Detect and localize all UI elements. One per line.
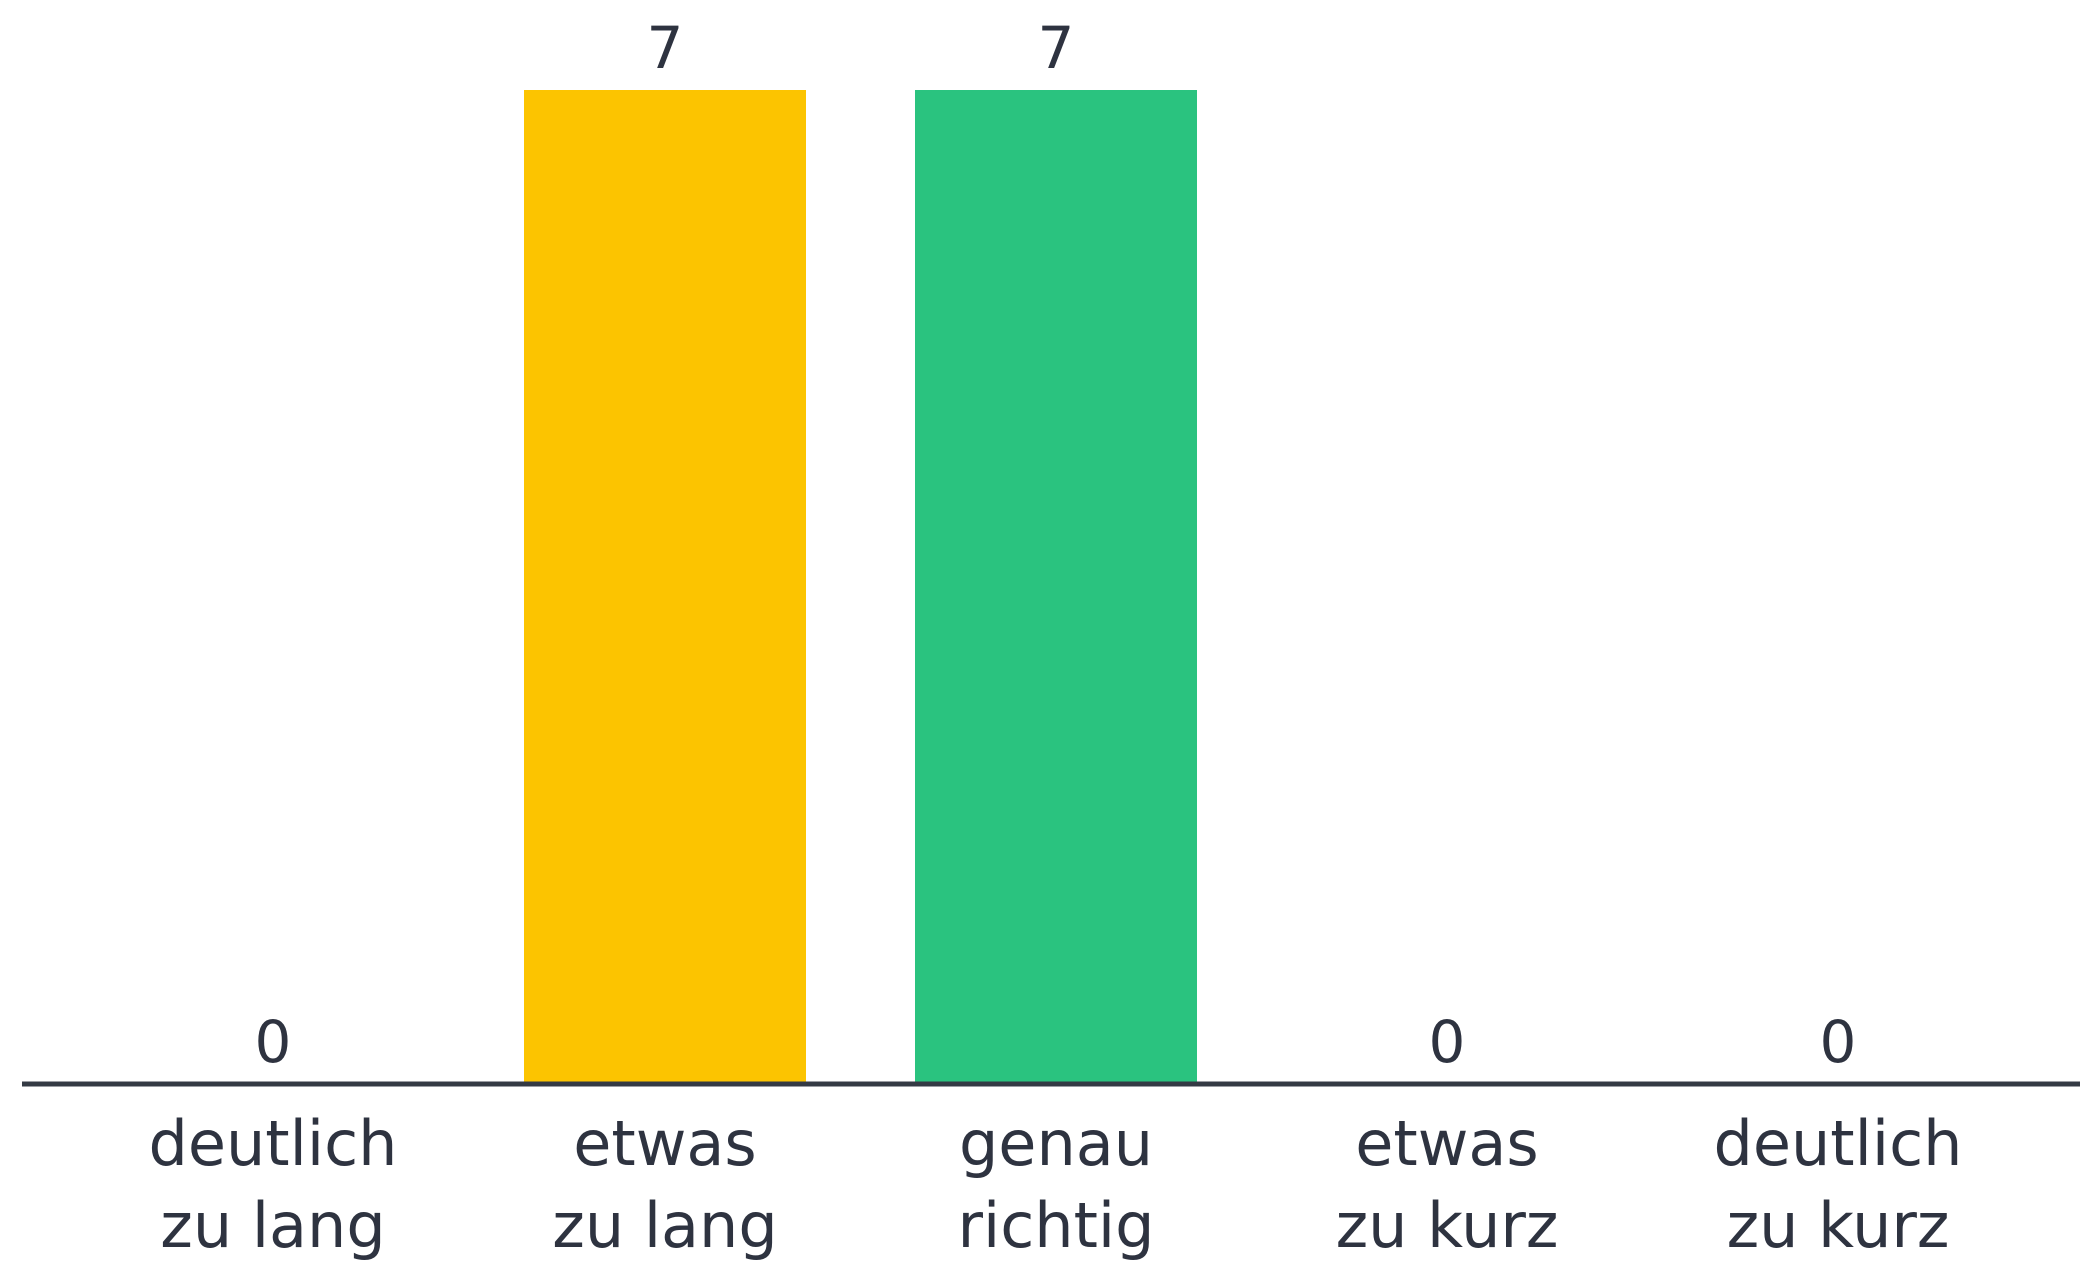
- value-label-0: 0: [255, 1008, 292, 1076]
- category-label-2-line-0: genau: [959, 1107, 1153, 1180]
- category-label-1-line-0: etwas: [573, 1107, 756, 1180]
- category-label-0-line-0: deutlich: [149, 1107, 398, 1180]
- category-label-0-line-1: zu lang: [160, 1189, 385, 1262]
- category-label-4-line-0: deutlich: [1714, 1107, 1963, 1180]
- category-label-2-line-1: richtig: [958, 1189, 1155, 1262]
- category-label-4-line-1: zu kurz: [1727, 1189, 1950, 1262]
- value-label-2: 7: [1038, 14, 1075, 82]
- value-label-4: 0: [1820, 1008, 1857, 1076]
- bar-2: [915, 90, 1197, 1084]
- category-label-3-line-1: zu kurz: [1336, 1189, 1559, 1262]
- category-labels-layer: deutlich zu lang etwas zu lang genau richtig e…: [149, 1107, 1963, 1262]
- value-label-3: 0: [1429, 1008, 1466, 1076]
- value-label-1: 7: [647, 14, 684, 82]
- bar-1: [524, 90, 806, 1084]
- value-labels-layer: 0 7 7 0 0: [255, 14, 1857, 1076]
- bars-layer: [524, 90, 1197, 1084]
- category-label-3-line-0: etwas: [1355, 1107, 1538, 1180]
- category-label-1-line-1: zu lang: [552, 1189, 777, 1262]
